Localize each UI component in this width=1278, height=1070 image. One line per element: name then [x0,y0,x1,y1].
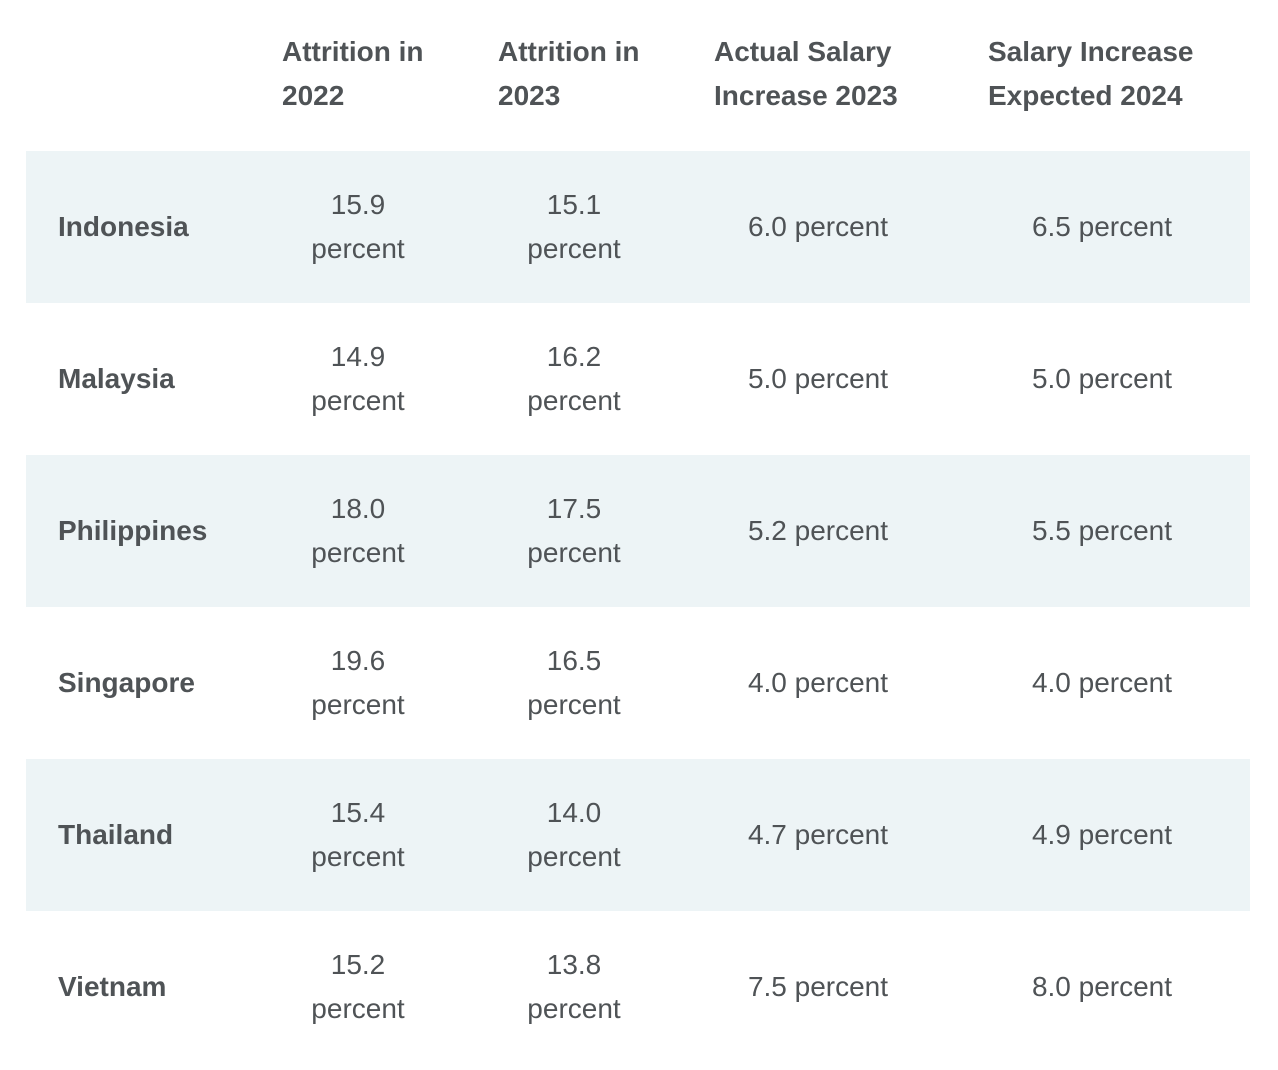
salary-increase-2023-cell: 4.7 percent [747,819,889,850]
attrition-2022-cell: 18.0 percent [311,493,405,568]
salary-expected-2024-cell: 4.9 percent [1031,819,1173,850]
header-attrition-2023: Attrition in 2023 [498,36,640,111]
salary-expected-2024-cell: 5.5 percent [1031,515,1173,546]
attrition-2023-cell: 16.2 percent [527,341,621,416]
table-row: Vietnam 15.2 percent 13.8 percent 7.5 perc… [26,911,1250,1063]
country-cell: Philippines [58,515,208,546]
table-row: Indonesia 15.9 percent 15.1 percent 6.0 pe… [26,151,1250,303]
attrition-2022-cell: 15.4 percent [311,797,405,872]
table-row: Singapore 19.6 percent 16.5 percent 4.0 pe… [26,607,1250,759]
attrition-2023-cell: 17.5 percent [527,493,621,568]
table-row: Philippines 18.0 percent 17.5 percent 5.2 … [26,455,1250,607]
attrition-2022-cell: 15.2 percent [311,949,405,1024]
header-actual-salary-increase-2023: Actual Salary Increase 2023 [714,36,898,111]
salary-increase-2023-cell: 7.5 percent [747,971,889,1002]
salary-increase-2023-cell: 5.2 percent [747,515,889,546]
country-cell: Vietnam [58,971,167,1002]
salary-expected-2024-cell: 8.0 percent [1031,971,1173,1002]
salary-increase-2023-cell: 6.0 percent [747,211,889,242]
attrition-2023-cell: 16.5 percent [527,645,621,720]
country-cell: Singapore [58,667,195,698]
country-cell: Thailand [58,819,174,850]
attrition-2023-cell: 13.8 percent [527,949,621,1024]
country-cell: Indonesia [58,211,189,242]
attrition-2023-cell: 15.1 percent [527,189,621,264]
salary-increase-2023-cell: 4.0 percent [747,667,889,698]
header-attrition-2022: Attrition in 2022 [282,36,424,111]
table-header-row: Attrition in 2022 Attrition in 2023 Actu… [26,0,1250,151]
country-cell: Malaysia [58,363,175,394]
salary-expected-2024-cell: 4.0 percent [1031,667,1173,698]
salary-expected-2024-cell: 5.0 percent [1031,363,1173,394]
attrition-2022-cell: 15.9 percent [311,189,405,264]
header-salary-increase-expected-2024: Salary Increase Expected 2024 [988,36,1194,111]
salary-increase-2023-cell: 5.0 percent [747,363,889,394]
table-row: Malaysia 14.9 percent 16.2 percent 5.0 per… [26,303,1250,455]
attrition-2022-cell: 14.9 percent [311,341,405,416]
data-table: Attrition in 2022 Attrition in 2023 Actu… [26,0,1250,1063]
attrition-2023-cell: 14.0 percent [527,797,621,872]
salary-expected-2024-cell: 6.5 percent [1031,211,1173,242]
table-row: Thailand 15.4 percent 14.0 percent 4.7 per… [26,759,1250,911]
attrition-2022-cell: 19.6 percent [311,645,405,720]
